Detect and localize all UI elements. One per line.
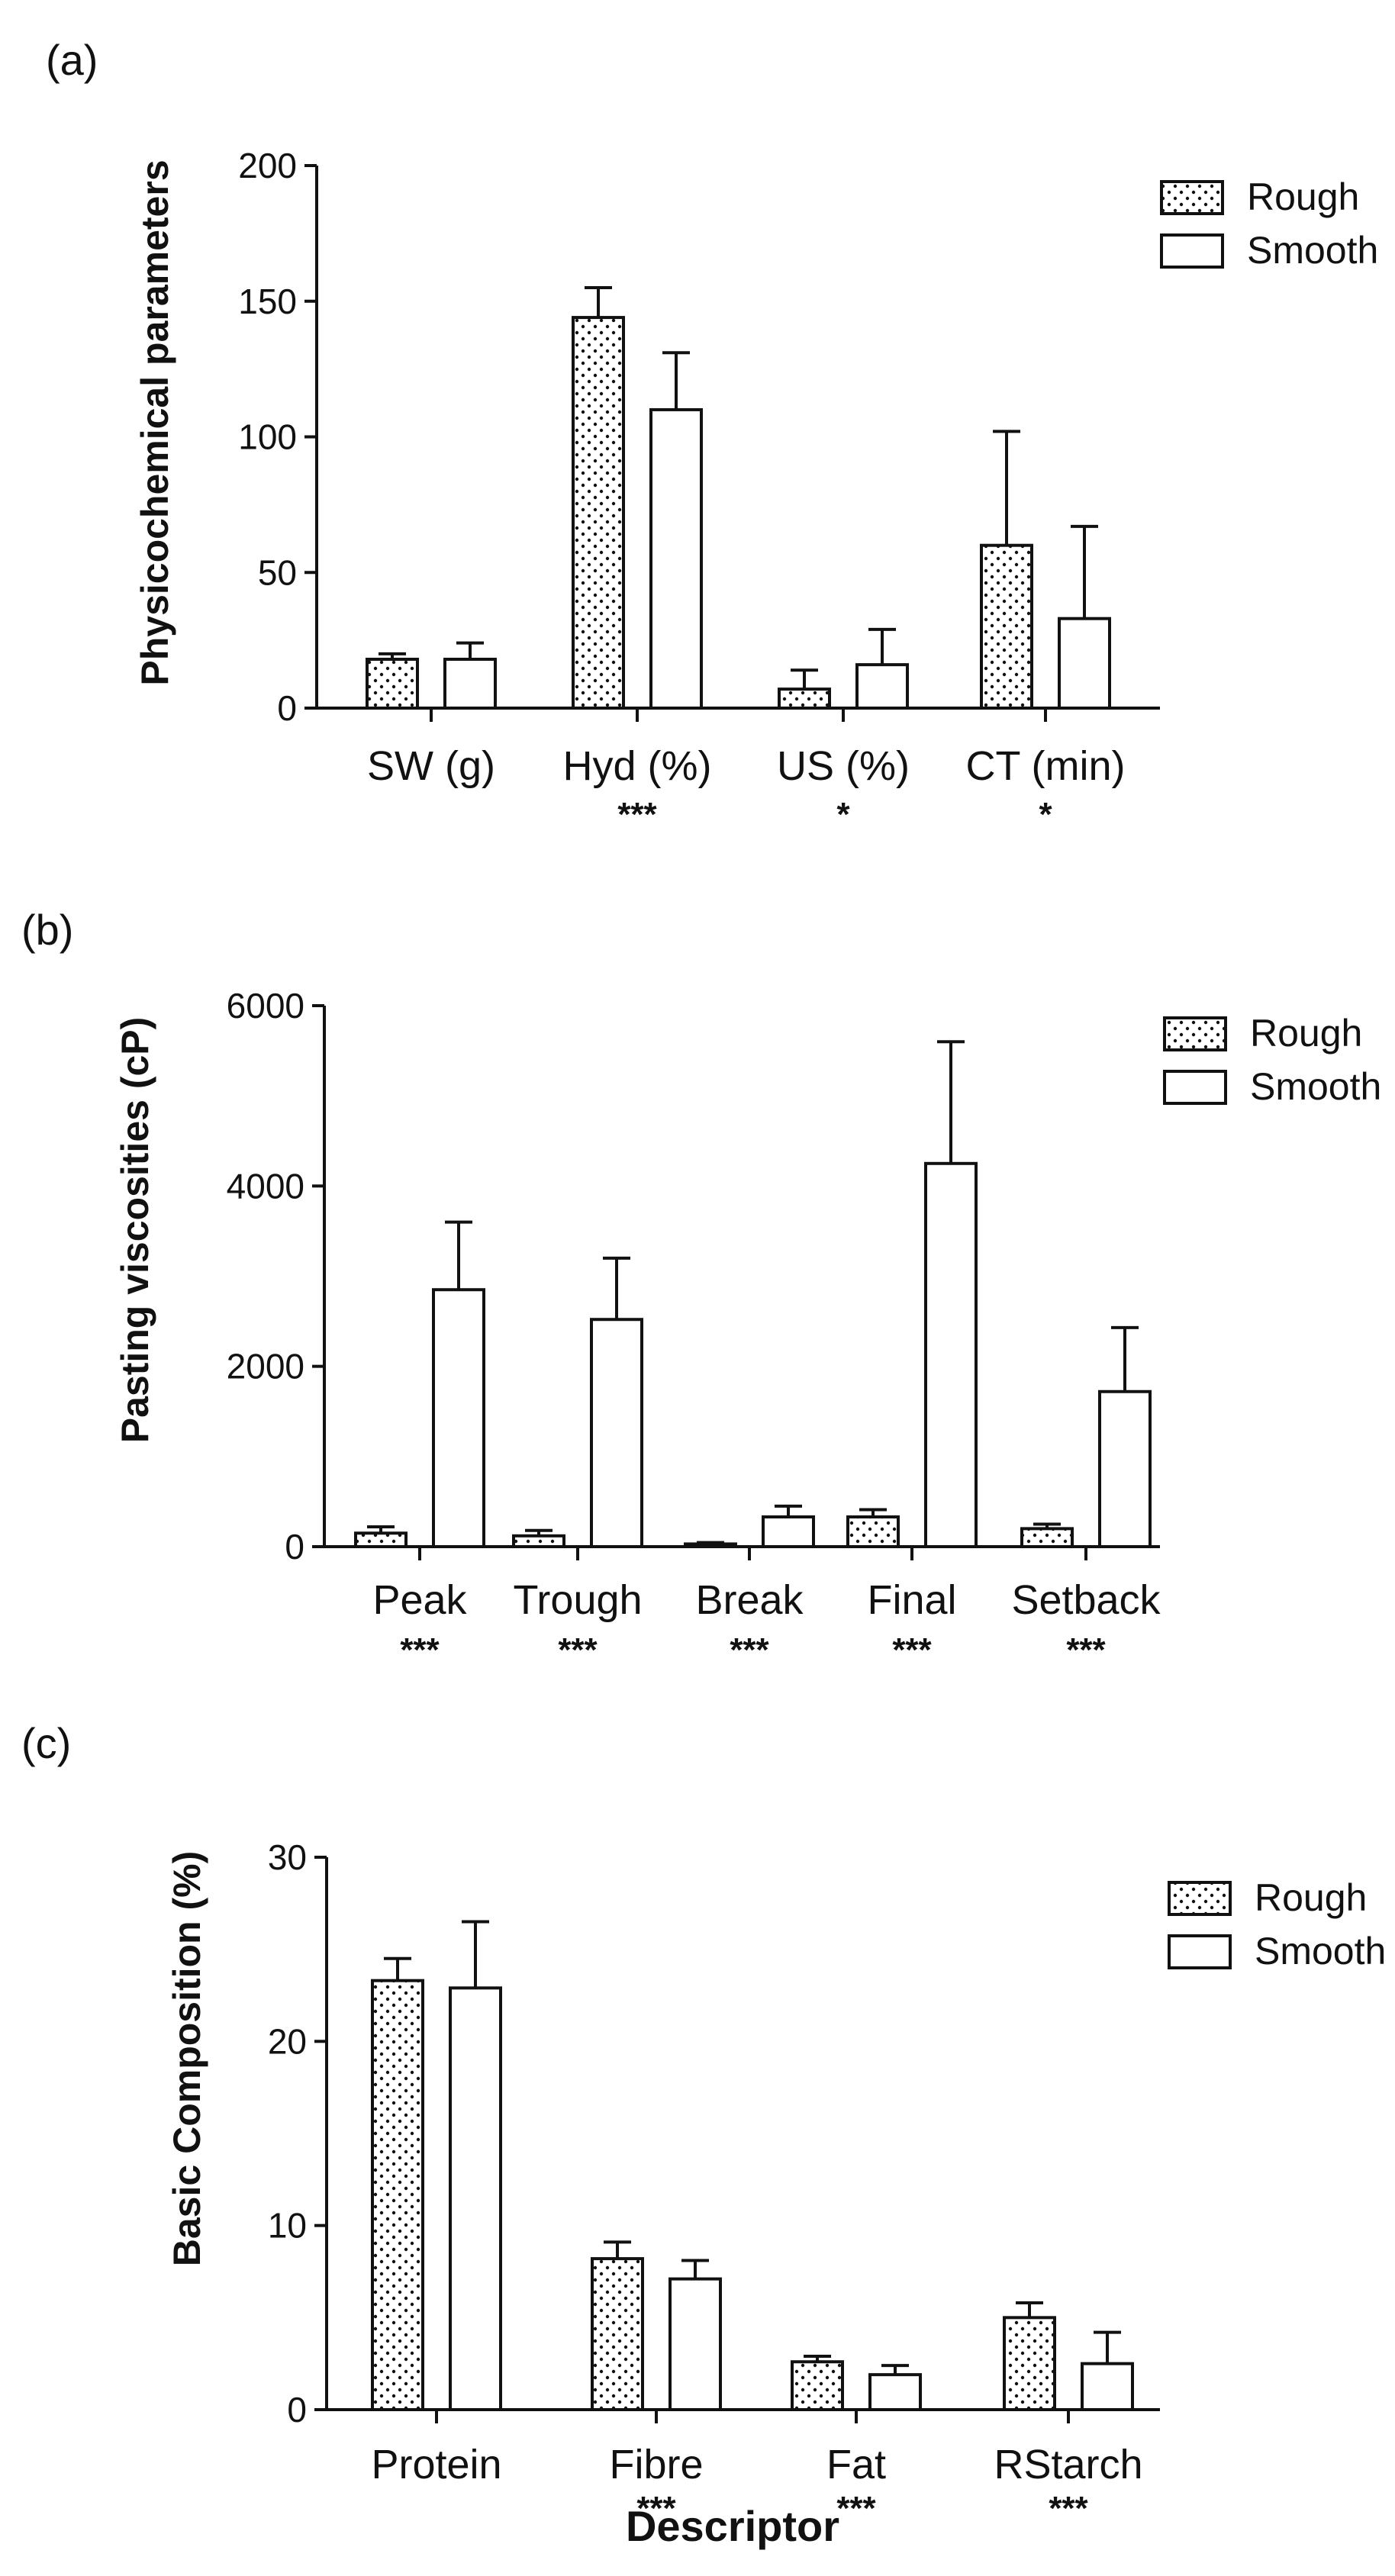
significance-label: *** xyxy=(617,796,657,833)
panel-label: (b) xyxy=(21,906,73,954)
y-tick-label: 100 xyxy=(238,417,297,457)
bar-smooth xyxy=(1100,1392,1150,1547)
legend-label: Rough xyxy=(1255,1876,1367,1919)
significance-label: *** xyxy=(836,2490,876,2527)
bar-smooth xyxy=(651,410,701,708)
bar-smooth xyxy=(450,1988,501,2410)
panel-c: (c) Basic Composition (%) 0 10 20 30 Protein… xyxy=(21,1719,1386,2527)
x-tick-label: SW (g) xyxy=(367,743,495,789)
bar-rough xyxy=(514,1536,564,1547)
x-tick-label: Hyd (%) xyxy=(562,743,711,789)
x-tick-label: US (%) xyxy=(777,743,910,789)
bar-rough xyxy=(1004,2317,1055,2410)
legend-label: Rough xyxy=(1250,1012,1362,1055)
significance-label: *** xyxy=(1049,2490,1088,2527)
legend-swatch-smooth xyxy=(1169,1936,1230,1968)
x-tick-label: Peak xyxy=(372,1577,467,1623)
bar-rough xyxy=(573,317,623,708)
legend-label: Smooth xyxy=(1255,1930,1386,1972)
plot-area: 0 50 100 150 200 SW (g) Hyd (%) *** US (%) * CT (m… xyxy=(238,146,1378,833)
bar-smooth xyxy=(1082,2364,1132,2410)
significance-label: *** xyxy=(892,1631,932,1669)
y-tick-label: 0 xyxy=(285,1527,304,1567)
y-axis-label: Physicochemical parameters xyxy=(134,159,176,685)
y-tick-label: 4000 xyxy=(227,1166,304,1206)
figure-canvas: (a) Physicochemical parameters 050100150… xyxy=(0,0,1395,2576)
y-tick-label: 0 xyxy=(287,2390,307,2429)
x-tick-label: CT (min) xyxy=(966,743,1126,789)
bar-rough xyxy=(356,1533,406,1547)
legend-swatch-rough xyxy=(1165,1018,1226,1050)
bar-smooth xyxy=(591,1319,642,1547)
x-tick-label: Fat xyxy=(826,2442,886,2487)
panel-a: (a) Physicochemical parameters 0 50 100 150… xyxy=(46,36,1378,833)
bar-rough xyxy=(848,1517,898,1547)
significance-label: *** xyxy=(1066,1631,1106,1669)
y-tick-label: 20 xyxy=(268,2021,307,2061)
y-axis-label: Basic Composition (%) xyxy=(166,1851,208,2266)
panel-b: (b) Pasting viscosities (cP) 0 2000 4000 60… xyxy=(21,906,1381,1669)
x-tick-label: Protein xyxy=(371,2442,501,2487)
legend-swatch-smooth xyxy=(1161,235,1223,267)
significance-label: *** xyxy=(400,1631,440,1669)
bar-smooth xyxy=(857,665,907,708)
y-tick-label: 50 xyxy=(258,552,297,592)
legend-swatch-rough xyxy=(1161,182,1223,214)
bar-rough xyxy=(1022,1528,1072,1547)
legend-label: Smooth xyxy=(1250,1065,1381,1108)
y-axis-label: Pasting viscosities (cP) xyxy=(114,1017,156,1444)
y-tick-label: 0 xyxy=(277,688,297,728)
x-tick-label: Final xyxy=(867,1577,956,1623)
x-tick-label: RStarch xyxy=(994,2442,1142,2487)
legend-swatch-rough xyxy=(1169,1882,1230,1914)
y-tick-label: 6000 xyxy=(227,986,304,1026)
bar-rough xyxy=(981,546,1032,708)
panel-label: (c) xyxy=(21,1719,71,1767)
bar-rough xyxy=(779,689,830,708)
x-tick-label: Setback xyxy=(1011,1577,1161,1623)
bar-smooth xyxy=(926,1164,976,1547)
x-axis-title: Descriptor xyxy=(626,2502,839,2550)
x-tick-label: Trough xyxy=(513,1577,642,1623)
legend-label: Rough xyxy=(1247,175,1359,218)
bar-smooth xyxy=(763,1517,813,1547)
x-tick-label: Fibre xyxy=(609,2442,703,2487)
panel-label: (a) xyxy=(46,36,98,84)
significance-label: *** xyxy=(730,1631,769,1669)
y-tick-label: 30 xyxy=(268,1837,307,1877)
bar-smooth xyxy=(1059,619,1110,708)
bar-smooth xyxy=(445,659,495,708)
y-tick-label: 200 xyxy=(238,146,297,185)
significance-label: *** xyxy=(558,1631,598,1669)
legend-label: Smooth xyxy=(1247,229,1378,272)
x-tick-label: Break xyxy=(695,1577,804,1623)
bar-rough xyxy=(592,2259,643,2410)
bar-rough xyxy=(685,1544,736,1547)
y-tick-label: 10 xyxy=(268,2206,307,2246)
significance-label: * xyxy=(1039,796,1052,833)
y-tick-label: 150 xyxy=(238,282,297,321)
plot-area: 0 2000 4000 6000 Peak *** Trough *** Break *** Fin… xyxy=(227,986,1382,1669)
bar-rough xyxy=(372,1981,423,2410)
bar-smooth xyxy=(870,2375,920,2410)
bar-smooth xyxy=(433,1290,484,1547)
bar-rough xyxy=(367,659,417,708)
bar-smooth xyxy=(670,2279,720,2410)
significance-label: * xyxy=(836,796,850,833)
legend-swatch-smooth xyxy=(1165,1071,1226,1103)
bar-rough xyxy=(792,2362,842,2410)
y-tick-label: 2000 xyxy=(227,1347,304,1386)
